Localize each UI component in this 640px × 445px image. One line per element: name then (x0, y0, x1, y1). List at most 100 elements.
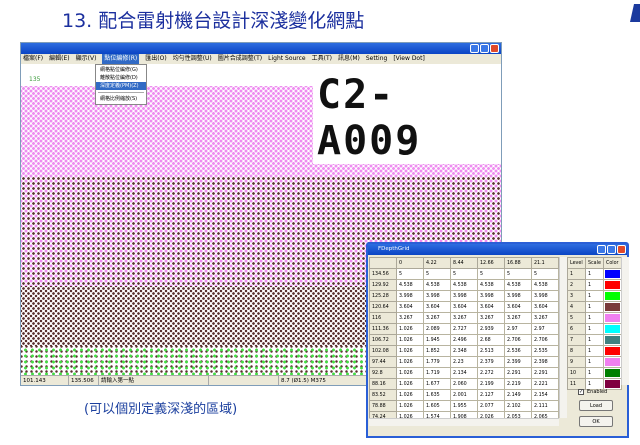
scale-cell[interactable]: 1 (585, 378, 604, 390)
scale-cell[interactable]: 1 (585, 334, 604, 346)
table-cell[interactable]: 3.267 (423, 312, 451, 324)
table-cell[interactable]: 3.998 (477, 290, 505, 302)
maximize-button[interactable] (480, 44, 489, 53)
table-cell[interactable]: 2.219 (504, 378, 532, 390)
menu-item[interactable]: 編輯(E) (49, 55, 70, 62)
menu-item[interactable]: 訊息(M) (337, 55, 360, 62)
load-button[interactable]: Load (579, 400, 613, 411)
table-cell[interactable]: 3.604 (396, 301, 424, 313)
scale-cell[interactable]: 1 (585, 301, 604, 313)
enabled-checkbox[interactable]: ✓ Enabled (578, 389, 624, 395)
table-cell[interactable]: 1.026 (396, 367, 424, 379)
dropdown-item[interactable]: 深度定義(PM)(Z) (96, 82, 146, 90)
menu-item[interactable]: Light Source (268, 55, 306, 62)
level-vertical-scrollbar[interactable] (621, 257, 629, 385)
table-cell[interactable]: 2.398 (531, 356, 559, 368)
close-button[interactable] (490, 44, 499, 53)
menu-item[interactable]: Setting (365, 55, 388, 62)
table-cell[interactable]: 2.291 (531, 367, 559, 379)
table-cell[interactable]: 1.605 (423, 400, 451, 412)
color-cell[interactable] (603, 367, 622, 379)
table-cell[interactable]: 1.779 (423, 356, 451, 368)
table-cell[interactable]: 1.026 (396, 323, 424, 335)
menu-item[interactable]: [View Dot] (393, 55, 425, 62)
table-cell[interactable]: 3.604 (450, 301, 478, 313)
table-cell[interactable]: 1.026 (396, 334, 424, 346)
table-cell[interactable]: 3.267 (396, 312, 424, 324)
table-cell[interactable]: 4.538 (450, 279, 478, 291)
table-cell[interactable]: 1.026 (396, 345, 424, 357)
table-cell[interactable]: 4.538 (423, 279, 451, 291)
table-cell[interactable]: 2.154 (531, 389, 559, 401)
table-cell[interactable]: 3.998 (450, 290, 478, 302)
menu-item[interactable]: 顯示(V) (75, 55, 97, 62)
scale-cell[interactable]: 1 (585, 312, 604, 324)
table-cell[interactable]: 5 (504, 268, 532, 280)
maximize-button[interactable] (607, 245, 616, 254)
scale-cell[interactable]: 1 (585, 323, 604, 335)
menu-item[interactable]: 均勻性調整(U) (172, 55, 212, 62)
table-cell[interactable]: 3.998 (423, 290, 451, 302)
table-cell[interactable]: 3.998 (531, 290, 559, 302)
table-cell[interactable]: 2.134 (450, 367, 478, 379)
table-cell[interactable]: 1.852 (423, 345, 451, 357)
table-cell[interactable]: 5 (450, 268, 478, 280)
color-cell[interactable] (603, 345, 622, 357)
table-cell[interactable]: 3.998 (396, 290, 424, 302)
table-cell[interactable]: 4.538 (531, 279, 559, 291)
menu-item[interactable]: 圖片合成調整(T) (217, 55, 263, 62)
scale-cell[interactable]: 1 (585, 290, 604, 302)
color-cell[interactable] (603, 279, 622, 291)
table-cell[interactable]: 2.535 (531, 345, 559, 357)
menu-item[interactable]: 工具(T) (311, 55, 332, 62)
color-cell[interactable] (603, 323, 622, 335)
table-cell[interactable]: 3.604 (477, 301, 505, 313)
color-cell[interactable] (603, 378, 622, 390)
table-cell[interactable]: 1.719 (423, 367, 451, 379)
table-cell[interactable]: 4.538 (477, 279, 505, 291)
table-cell[interactable]: 1.945 (423, 334, 451, 346)
table-cell[interactable]: 2.199 (477, 378, 505, 390)
table-cell[interactable]: 4.538 (504, 279, 532, 291)
table-cell[interactable]: 2.089 (423, 323, 451, 335)
scale-cell[interactable]: 1 (585, 345, 604, 357)
table-cell[interactable]: 2.272 (477, 367, 505, 379)
table-cell[interactable]: 2.513 (477, 345, 505, 357)
table-cell[interactable]: 2.68 (477, 334, 505, 346)
table-cell[interactable]: 1.955 (450, 400, 478, 412)
color-cell[interactable] (603, 334, 622, 346)
table-cell[interactable]: 2.706 (504, 334, 532, 346)
table-cell[interactable]: 5 (531, 268, 559, 280)
color-cell[interactable] (603, 301, 622, 313)
table-cell[interactable]: 2.379 (477, 356, 505, 368)
scale-cell[interactable]: 1 (585, 367, 604, 379)
table-cell[interactable]: 1.677 (423, 378, 451, 390)
table-cell[interactable]: 2.348 (450, 345, 478, 357)
color-cell[interactable] (603, 268, 622, 280)
table-cell[interactable]: 2.060 (450, 378, 478, 390)
table-cell[interactable]: 5 (423, 268, 451, 280)
table-cell[interactable]: 2.149 (504, 389, 532, 401)
table-cell[interactable]: 2.939 (477, 323, 505, 335)
table-cell[interactable]: 2.127 (477, 389, 505, 401)
table-cell[interactable]: 1.026 (396, 400, 424, 412)
ok-button[interactable]: OK (579, 416, 613, 427)
table-cell[interactable]: 2.221 (531, 378, 559, 390)
table-cell[interactable]: 5 (396, 268, 424, 280)
color-cell[interactable] (603, 356, 622, 368)
table-cell[interactable]: 2.496 (450, 334, 478, 346)
table-cell[interactable]: 2.399 (504, 356, 532, 368)
close-button[interactable] (617, 245, 626, 254)
color-cell[interactable] (603, 312, 622, 324)
table-cell[interactable]: 3.267 (531, 312, 559, 324)
minimize-button[interactable] (597, 245, 606, 254)
table-cell[interactable]: 2.536 (504, 345, 532, 357)
grid-vertical-scrollbar[interactable] (559, 257, 567, 418)
table-cell[interactable]: 1.026 (396, 378, 424, 390)
table-cell[interactable]: 4.538 (396, 279, 424, 291)
scale-cell[interactable]: 1 (585, 268, 604, 280)
table-cell[interactable]: 2.077 (477, 400, 505, 412)
table-cell[interactable]: 2.727 (450, 323, 478, 335)
menu-item[interactable]: 匯出(O) (145, 55, 167, 62)
minimize-button[interactable] (470, 44, 479, 53)
